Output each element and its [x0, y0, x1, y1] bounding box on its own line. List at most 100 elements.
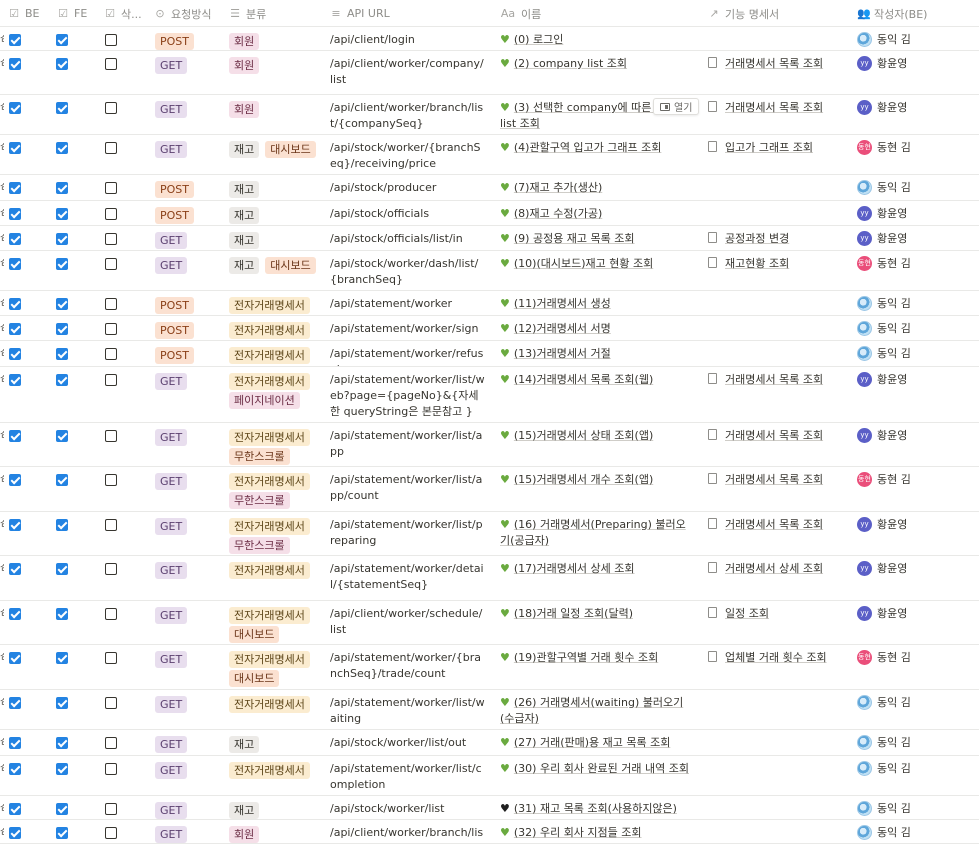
- category-cell[interactable]: 재고 대시보드: [229, 135, 323, 174]
- author-cell[interactable]: yy 황윤영: [857, 601, 979, 644]
- author-cell[interactable]: yy 황윤영: [857, 556, 979, 600]
- author-cell[interactable]: 동현 동현 김: [857, 251, 979, 290]
- url-cell[interactable]: /api/client/worker/branch/list: [330, 820, 493, 843]
- table-row[interactable]: 검 GET 재고/api/stock/worker/list/out ♥(27) 거래…: [0, 730, 979, 756]
- category-cell[interactable]: 전자거래명세서페이지네이션: [229, 367, 323, 422]
- spec-cell[interactable]: 거래명세서 목록 조회: [708, 512, 850, 555]
- url-cell[interactable]: /api/stock/worker/{branchSeq}/receiving/…: [330, 135, 493, 174]
- delete-checkbox[interactable]: [105, 827, 117, 839]
- name-cell[interactable]: ♥ (2) company list 조회: [500, 51, 700, 94]
- api-name-link[interactable]: (14)거래명세서 목록 조회(웹): [513, 373, 654, 386]
- be-checkbox[interactable]: [9, 563, 21, 575]
- spec-cell[interactable]: 입고가 그래프 조회: [708, 135, 850, 174]
- api-name-link[interactable]: (26) 거래명세서(waiting) 불러오기(수급자): [500, 696, 684, 725]
- category-cell[interactable]: 전자거래명세서: [229, 756, 323, 795]
- author-cell[interactable]: 동익 김: [857, 291, 979, 315]
- header-delete[interactable]: ☑ 삭...: [105, 6, 142, 21]
- table-row[interactable]: 검 GET 전자거래명세서대시보드/api/statement/worker/{br…: [0, 645, 979, 690]
- table-row[interactable]: 검 POST 전자거래명세서/api/statement/worker/refusa…: [0, 341, 979, 367]
- table-row[interactable]: 검 GET 회원/api/client/worker/company/list ♥(2…: [0, 51, 979, 95]
- api-name-link[interactable]: (32) 우리 회사 지점들 조회: [513, 826, 642, 839]
- name-cell[interactable]: ♥ (9) 공정용 재고 목록 조회: [500, 226, 700, 250]
- be-checkbox[interactable]: [9, 763, 21, 775]
- spec-cell[interactable]: 일정 조회: [708, 601, 850, 644]
- header-url[interactable]: ≡ API URL: [331, 6, 390, 20]
- author-cell[interactable]: yy 황윤영: [857, 201, 979, 225]
- spec-cell[interactable]: [708, 820, 850, 843]
- fe-checkbox[interactable]: [56, 803, 68, 815]
- method-cell[interactable]: POST: [155, 201, 221, 225]
- method-cell[interactable]: GET: [155, 556, 221, 600]
- api-name-link[interactable]: (8)재고 수정(가공): [513, 207, 603, 220]
- delete-checkbox[interactable]: [105, 803, 117, 815]
- api-name-link[interactable]: (10)(대시보드)재고 현황 조회: [513, 257, 654, 270]
- url-cell[interactable]: /api/stock/officials: [330, 201, 493, 225]
- spec-cell[interactable]: [708, 291, 850, 315]
- be-checkbox[interactable]: [9, 323, 21, 335]
- method-cell[interactable]: GET: [155, 730, 221, 755]
- name-cell[interactable]: ♥ (30) 우리 회사 완료된 거래 내역 조회: [500, 756, 700, 795]
- category-cell[interactable]: 전자거래명세서무한스크롤: [229, 512, 323, 555]
- delete-checkbox[interactable]: [105, 737, 117, 749]
- header-category[interactable]: ☰ 분류: [230, 6, 267, 21]
- name-cell[interactable]: ♥ (8)재고 수정(가공): [500, 201, 700, 225]
- delete-checkbox[interactable]: [105, 474, 117, 486]
- api-name-link[interactable]: (27) 거래(판매)용 재고 목록 조회: [513, 736, 671, 749]
- name-cell[interactable]: ♥ (0) 로그인: [500, 27, 700, 50]
- delete-checkbox[interactable]: [105, 652, 117, 664]
- fe-checkbox[interactable]: [56, 58, 68, 70]
- spec-link[interactable]: 일정 조회: [725, 607, 769, 620]
- method-cell[interactable]: GET: [155, 135, 221, 174]
- spec-link[interactable]: 거래명세서 목록 조회: [725, 473, 824, 486]
- header-be[interactable]: ☑ BE: [9, 6, 40, 20]
- url-cell[interactable]: /api/client/worker/company/list: [330, 51, 493, 94]
- delete-checkbox[interactable]: [105, 298, 117, 310]
- spec-link[interactable]: 거래명세서 상세 조회: [725, 562, 824, 575]
- method-cell[interactable]: GET: [155, 95, 221, 134]
- be-checkbox[interactable]: [9, 737, 21, 749]
- spec-link[interactable]: 업체별 거래 횟수 조회: [725, 651, 827, 664]
- spec-cell[interactable]: [708, 175, 850, 200]
- category-cell[interactable]: 재고 대시보드: [229, 251, 323, 290]
- delete-checkbox[interactable]: [105, 258, 117, 270]
- spec-cell[interactable]: 거래명세서 목록 조회: [708, 467, 850, 511]
- fe-checkbox[interactable]: [56, 827, 68, 839]
- url-cell[interactable]: /api/stock/worker/dash/list/{branchSeq}: [330, 251, 493, 290]
- spec-cell[interactable]: [708, 201, 850, 225]
- fe-checkbox[interactable]: [56, 208, 68, 220]
- open-row-button[interactable]: 열기: [653, 98, 700, 115]
- author-cell[interactable]: 동익 김: [857, 796, 979, 819]
- be-checkbox[interactable]: [9, 182, 21, 194]
- method-cell[interactable]: GET: [155, 467, 221, 511]
- header-author[interactable]: 👥 작성자(BE): [857, 6, 928, 21]
- header-fe[interactable]: ☑ FE: [58, 6, 88, 20]
- be-checkbox[interactable]: [9, 258, 21, 270]
- method-cell[interactable]: GET: [155, 645, 221, 689]
- category-cell[interactable]: 회원: [229, 95, 323, 134]
- name-cell[interactable]: ♥ (12)거래명세서 서명: [500, 316, 700, 340]
- delete-checkbox[interactable]: [105, 233, 117, 245]
- spec-cell[interactable]: [708, 756, 850, 795]
- be-checkbox[interactable]: [9, 58, 21, 70]
- api-name-link[interactable]: (17)거래명세서 상세 조회: [513, 562, 635, 575]
- name-cell[interactable]: ♥ (16) 거래명세서(Preparing) 불러오기(공급자): [500, 512, 700, 555]
- author-cell[interactable]: 동익 김: [857, 756, 979, 795]
- url-cell[interactable]: /api/statement/worker/refusal: [330, 341, 493, 366]
- header-name[interactable]: Aa 이름: [500, 6, 542, 21]
- api-name-link[interactable]: (11)거래명세서 생성: [513, 297, 611, 310]
- method-cell[interactable]: POST: [155, 341, 221, 366]
- delete-checkbox[interactable]: [105, 697, 117, 709]
- name-cell[interactable]: ♥ (11)거래명세서 생성: [500, 291, 700, 315]
- name-cell[interactable]: ♥ (32) 우리 회사 지점들 조회: [500, 820, 700, 843]
- delete-checkbox[interactable]: [105, 763, 117, 775]
- author-cell[interactable]: 동익 김: [857, 820, 979, 843]
- fe-checkbox[interactable]: [56, 348, 68, 360]
- be-checkbox[interactable]: [9, 608, 21, 620]
- method-cell[interactable]: GET: [155, 756, 221, 795]
- be-checkbox[interactable]: [9, 102, 21, 114]
- category-cell[interactable]: 재고: [229, 796, 323, 819]
- api-name-link[interactable]: (13)거래명세서 거절: [513, 347, 611, 360]
- name-cell[interactable]: ♥ (18)거래 일정 조회(달력): [500, 601, 700, 644]
- be-checkbox[interactable]: [9, 298, 21, 310]
- delete-checkbox[interactable]: [105, 430, 117, 442]
